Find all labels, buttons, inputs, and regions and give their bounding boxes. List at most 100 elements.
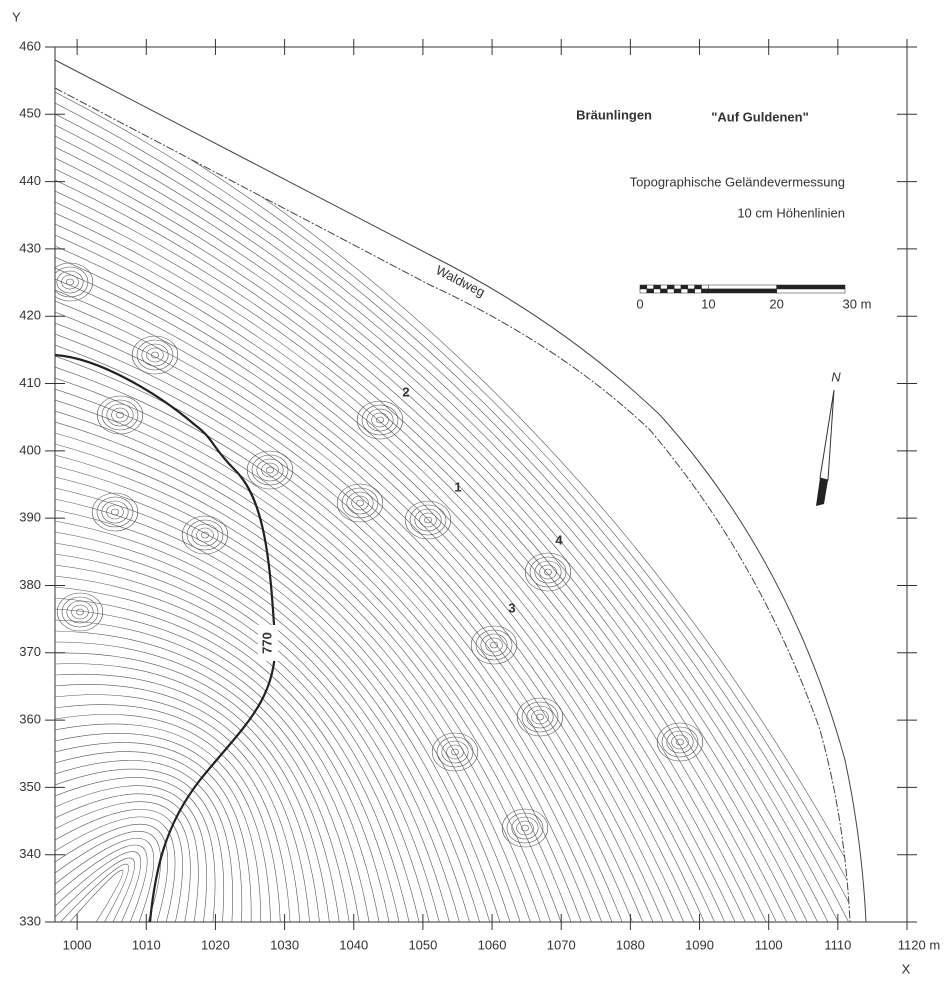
x-tick-label: 1020 [201, 937, 230, 952]
contour [55, 674, 323, 962]
caption: 10 cm Höhenlinien [737, 205, 845, 220]
contour [55, 499, 491, 962]
contour [55, 684, 312, 962]
north-arrow [816, 478, 828, 506]
point-label: 1 [454, 479, 461, 494]
scale-segment [708, 289, 776, 293]
x-tick-label: 1090 [685, 937, 714, 952]
contour [352, 496, 369, 510]
x-tick-label: 1000 [63, 937, 92, 952]
contour-770 [55, 355, 275, 922]
contour [55, 724, 271, 962]
contour [142, 344, 168, 366]
contour [55, 466, 522, 962]
scale-segment [667, 285, 674, 289]
contour-label: 770 [259, 632, 274, 654]
contour [187, 520, 223, 550]
contour [66, 279, 73, 285]
contour [356, 500, 363, 506]
scale-label: 0 [636, 296, 643, 311]
contour [405, 501, 451, 539]
y-tick-label: 370 [19, 644, 41, 659]
caption: Topographische Geländevermessung [630, 174, 845, 189]
contour [486, 638, 503, 652]
scale-segment [688, 289, 695, 293]
contour [55, 444, 543, 962]
scale-label: 20 [769, 296, 783, 311]
contour [415, 509, 441, 531]
y-tick-label: 400 [19, 442, 41, 457]
contour [247, 451, 293, 489]
contour [535, 561, 561, 583]
contour [55, 477, 512, 962]
contour [107, 404, 133, 426]
contour [372, 413, 389, 427]
contour [517, 821, 534, 835]
scale-label: 30 m [843, 296, 872, 311]
contour [112, 408, 129, 422]
contour [55, 400, 585, 962]
y-tick-label: 380 [19, 577, 41, 592]
x-tick-label: 1050 [408, 937, 437, 952]
contour [57, 593, 103, 631]
scale-segment [654, 285, 661, 289]
contour [62, 275, 79, 289]
x-tick-label: 1060 [478, 937, 507, 952]
road-edge [55, 88, 850, 922]
scale-segment [661, 289, 668, 293]
point-label: 2 [402, 384, 409, 399]
contour [97, 396, 143, 434]
contour [657, 723, 703, 761]
contour [451, 749, 458, 755]
contour [55, 411, 575, 962]
contour [536, 714, 543, 720]
contour [525, 553, 571, 591]
scale-label: 10 [701, 296, 715, 311]
x-tick-label: 1080 [616, 937, 645, 952]
scale-segment [674, 289, 681, 293]
contour [55, 389, 596, 962]
contour [147, 348, 164, 362]
scale-segment [647, 289, 654, 293]
x-tick-label: 1110 [824, 937, 851, 952]
contour [672, 735, 689, 749]
map: 770 Waldweg Bräunlingen "Auf Guldenen" T… [0, 0, 946, 982]
x-tick-label: 1070 [547, 937, 576, 952]
contour [476, 630, 512, 660]
y-tick-label: 390 [19, 510, 41, 525]
y-tick-label: 410 [19, 375, 41, 390]
contour [52, 267, 88, 297]
contour [55, 609, 386, 962]
x-tick-label: 1040 [339, 937, 368, 952]
contour [197, 528, 214, 542]
contour [62, 597, 98, 627]
contour [55, 455, 533, 962]
scale-segment [695, 289, 702, 293]
contour [55, 705, 291, 962]
contour [662, 727, 698, 757]
scale-bar: 0 10 20 30 m [636, 285, 871, 311]
contour [527, 706, 553, 728]
scale-segment [695, 285, 702, 289]
scale-segment [681, 289, 688, 293]
contour [47, 263, 93, 301]
contour [481, 634, 507, 656]
contour [55, 664, 333, 962]
contour [502, 809, 548, 847]
north-label: N [831, 369, 841, 384]
contour [530, 557, 566, 587]
contour [432, 733, 478, 771]
x-axis-label: X [902, 961, 911, 976]
contour [97, 497, 133, 527]
contour [266, 467, 273, 473]
y-tick-label: 460 [19, 38, 41, 53]
contour [137, 340, 173, 370]
contour [342, 488, 378, 518]
scale-segment [777, 289, 845, 293]
contour [357, 401, 403, 439]
contour [55, 653, 344, 962]
subtitle: "Auf Guldenen" [711, 109, 809, 124]
contour [257, 459, 283, 481]
x-tick-label: 1120 m [898, 937, 940, 952]
contour [55, 631, 365, 962]
